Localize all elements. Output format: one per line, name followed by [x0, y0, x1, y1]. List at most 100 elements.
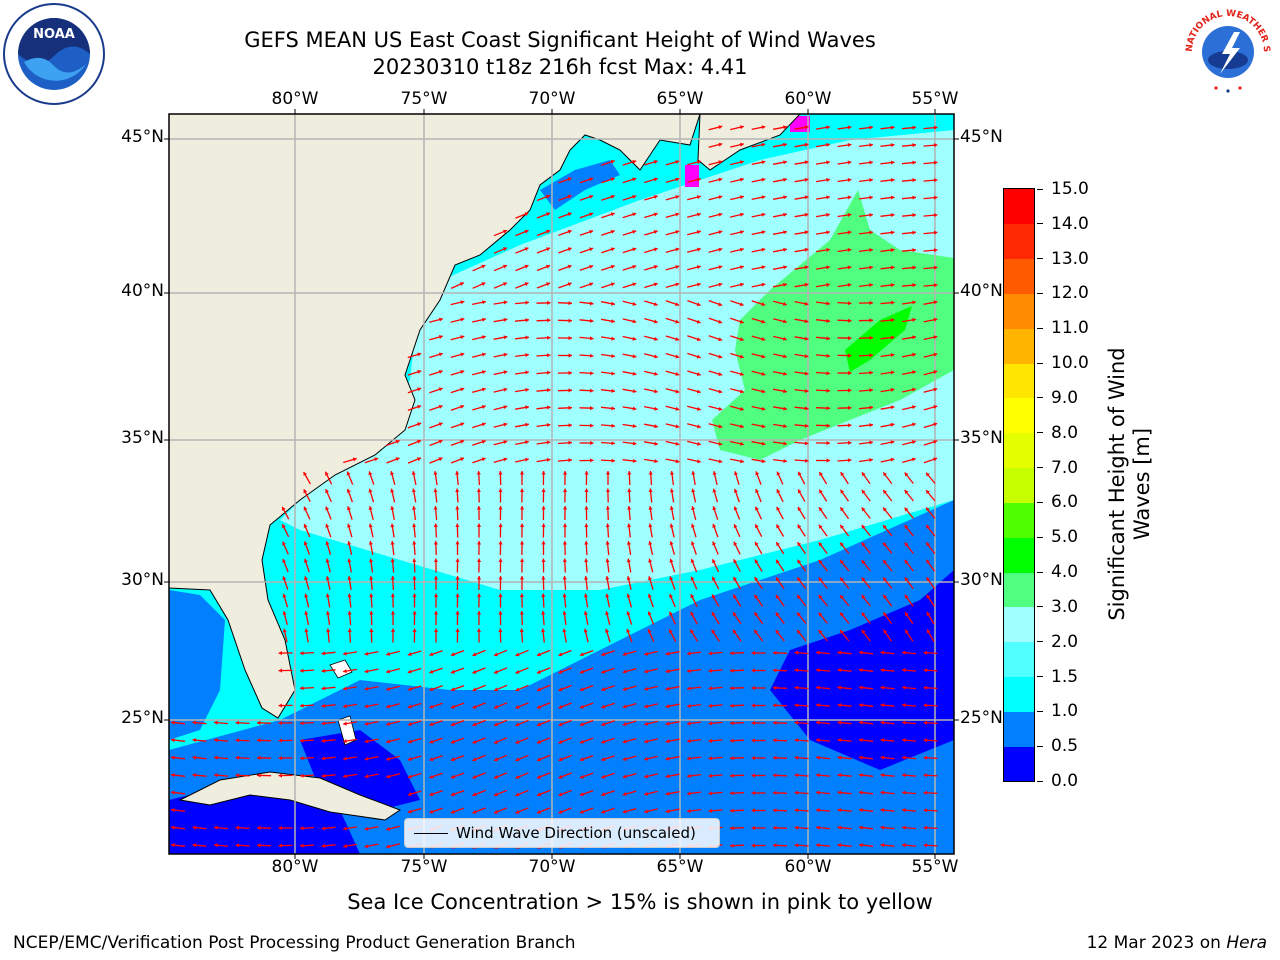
wave-direction-arrowhead [503, 405, 508, 410]
wave-direction-arrowhead [902, 738, 906, 743]
lat-label-25n-right: 25°N [960, 708, 1003, 728]
wave-direction-arrowhead [794, 720, 799, 725]
wave-direction-arrowhead [438, 370, 443, 374]
wave-direction-arrowhead [740, 212, 744, 217]
wave-direction-arrowhead [890, 335, 895, 340]
wave-direction-arrowhead [450, 704, 455, 709]
wave-direction-arrowhead [257, 720, 261, 725]
wave-direction-arrowhead [325, 576, 330, 580]
map-legend: Wind Wave Direction (unscaled) [404, 818, 720, 848]
wave-direction-arrowhead [869, 213, 873, 218]
wave-direction-arrowhead [579, 669, 584, 674]
wave-direction-arrowhead [192, 755, 197, 760]
wave-direction-arrowhead [257, 738, 261, 743]
wave-direction-arrowhead [783, 247, 787, 252]
wave-direction-arrowhead [837, 685, 842, 690]
wave-direction-arrowhead [902, 668, 906, 673]
wave-direction-arrowhead [558, 739, 563, 744]
wave-direction-arrowhead [840, 612, 844, 617]
wave-direction-arrowhead [665, 686, 670, 691]
wave-direction-arrowhead [754, 577, 759, 582]
wave-direction-arrowhead [776, 524, 780, 529]
wave-direction-arrowhead [321, 826, 326, 831]
wave-direction-arrowhead [579, 722, 584, 727]
wave-direction-arrowhead [687, 703, 691, 708]
wave-direction-arrowhead [730, 808, 734, 813]
wave-direction-arrowhead [669, 611, 673, 616]
wave-direction-arrowhead [912, 405, 916, 410]
wave-direction-arrowhead [417, 352, 422, 357]
wave-direction-arrowhead [503, 264, 507, 269]
wave-direction-arrowhead [883, 577, 887, 582]
wave-direction-arrowhead [740, 265, 744, 270]
wave-direction-arrowhead [837, 650, 842, 655]
wave-direction-arrowhead [622, 704, 627, 709]
colorbar-tick-label: 15.0 [1037, 180, 1089, 198]
wave-direction-arrowhead [818, 595, 823, 599]
wave-direction-arrowhead [773, 825, 777, 830]
wave-direction-arrowhead [395, 439, 400, 444]
wave-direction-arrowhead [546, 212, 550, 217]
wave-direction-arrowhead [546, 282, 550, 287]
wave-direction-arrowhead [524, 247, 529, 252]
wave-direction-arrowhead [278, 738, 282, 743]
wave-direction-arrowhead [390, 541, 395, 545]
wave-direction-arrowhead [368, 488, 373, 493]
wave-direction-arrowhead [433, 471, 438, 475]
wave-direction-arrowhead [584, 488, 589, 492]
wave-direction-arrowhead [869, 370, 873, 375]
wave-direction-arrowhead [883, 507, 887, 512]
wave-direction-arrowhead [235, 773, 240, 778]
wave-direction-arrowhead [883, 525, 887, 529]
wave-direction-arrowhead [494, 774, 498, 779]
wave-direction-arrowhead [847, 265, 852, 270]
wave-direction-arrowhead [300, 756, 304, 761]
wave-direction-arrowhead [733, 488, 738, 493]
wave-direction-arrowhead [883, 472, 887, 477]
wave-direction-arrowhead [665, 774, 670, 779]
wave-direction-arrowhead [562, 593, 567, 598]
wave-direction-arrowhead [905, 612, 909, 617]
wave-direction-arrowhead [278, 826, 282, 831]
wave-direction-arrowhead [911, 440, 916, 445]
wave-direction-arrowhead [816, 685, 820, 690]
wave-direction-arrowhead [503, 229, 507, 234]
wave-direction-arrowhead [537, 809, 541, 814]
wave-direction-arrowhead [494, 652, 498, 657]
wave-direction-arrowhead [584, 541, 589, 545]
wave-direction-arrowhead [343, 756, 347, 761]
wave-direction-arrowhead [364, 774, 369, 779]
wave-direction-arrowhead [568, 388, 572, 393]
wave-direction-arrowhead [794, 808, 799, 813]
wave-direction-arrowhead [627, 523, 632, 528]
wave-direction-arrowhead [433, 558, 438, 562]
wave-direction-arrowhead [455, 628, 460, 632]
wave-direction-arrowhead [718, 282, 723, 287]
wave-direction-arrowhead [848, 423, 852, 428]
wave-direction-arrowhead [718, 195, 723, 200]
colorbar [1003, 188, 1035, 782]
wave-direction-arrowhead [626, 576, 631, 580]
wave-direction-arrowhead [282, 628, 287, 633]
wave-direction-arrowhead [647, 611, 652, 616]
lat-label-45n: 45°N [121, 127, 164, 147]
wave-direction-arrowhead [794, 650, 799, 655]
wave-direction-arrowhead [460, 352, 465, 357]
wave-direction-arrowhead [622, 687, 627, 691]
wave-direction-arrowhead [712, 576, 716, 581]
wave-direction-arrowhead [869, 160, 873, 165]
wave-direction-arrowhead [343, 826, 347, 831]
wave-direction-arrowhead [669, 558, 674, 563]
wave-direction-arrowhead [429, 669, 434, 674]
wave-direction-arrowhead [626, 541, 631, 545]
wave-direction-arrowhead [691, 506, 696, 511]
wave-direction-arrowhead [880, 755, 885, 760]
wave-direction-arrowhead [455, 523, 460, 527]
wave-direction-arrowhead [933, 195, 938, 200]
wave-direction-arrowhead [321, 843, 326, 848]
wave-direction-arrowhead [524, 264, 529, 269]
wave-direction-arrowhead [804, 441, 809, 446]
wave-direction-arrowhead [395, 457, 400, 462]
wave-direction-arrowhead [730, 826, 734, 831]
wave-direction-arrowhead [696, 195, 701, 200]
